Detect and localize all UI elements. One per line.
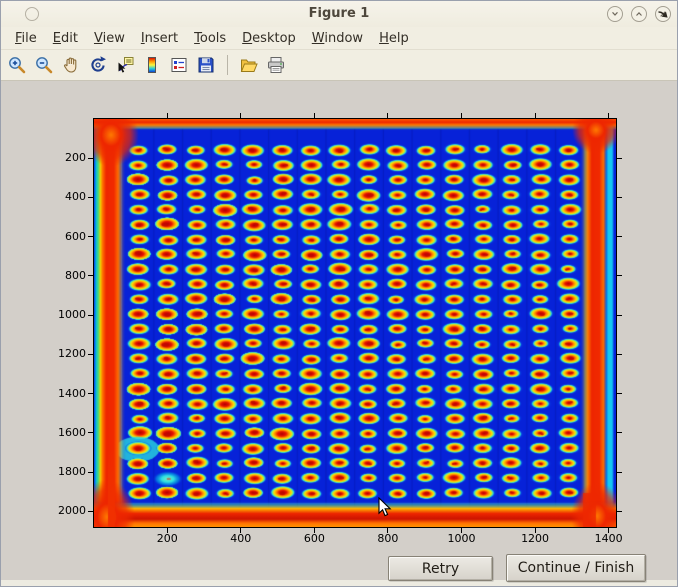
menu-item-insert[interactable]: Insert bbox=[140, 30, 179, 46]
y-tick bbox=[617, 353, 622, 355]
y-tick bbox=[88, 353, 93, 355]
minimize-button[interactable] bbox=[607, 6, 623, 22]
x-tick-label: 1000 bbox=[447, 532, 476, 545]
y-tick-label: 1000 bbox=[58, 308, 86, 322]
y-tick bbox=[88, 157, 93, 159]
x-tick bbox=[166, 113, 168, 118]
menubar: File Edit View Insert Tools Desktop Window Help bbox=[1, 27, 677, 50]
x-tick bbox=[240, 113, 242, 118]
x-tick-label: 800 bbox=[377, 532, 399, 545]
y-tick-label: 1200 bbox=[58, 347, 86, 361]
zoom-in-button[interactable] bbox=[7, 55, 27, 75]
titlebar[interactable]: Figure 1 bbox=[1, 1, 677, 27]
maximize-button[interactable] bbox=[631, 6, 647, 22]
y-tick bbox=[617, 314, 622, 316]
x-tick-label: 1400 bbox=[594, 532, 623, 545]
zoom-out-icon bbox=[36, 57, 53, 74]
toolbar-separator bbox=[227, 55, 228, 75]
pan-button[interactable] bbox=[61, 55, 81, 75]
x-tick-label: 200 bbox=[156, 532, 178, 545]
y-tick bbox=[88, 275, 93, 277]
y-tick bbox=[617, 157, 622, 159]
menu-item-help[interactable]: Help bbox=[379, 30, 409, 46]
insert-legend-icon bbox=[171, 58, 187, 72]
window-title: Figure 1 bbox=[308, 6, 370, 21]
y-tick bbox=[617, 432, 622, 434]
y-tick bbox=[617, 196, 622, 198]
save-figure-icon bbox=[198, 57, 214, 73]
retry-button[interactable]: Retry bbox=[388, 556, 493, 581]
x-tick bbox=[608, 528, 610, 533]
y-tick bbox=[88, 432, 93, 434]
y-tick bbox=[88, 510, 93, 512]
y-tick bbox=[88, 393, 93, 395]
y-tick-label: 1800 bbox=[58, 465, 86, 479]
y-tick-label: 600 bbox=[65, 229, 86, 243]
x-tick bbox=[460, 528, 462, 533]
menu-item-desktop[interactable]: Desktop bbox=[242, 30, 296, 46]
window-menu-icon[interactable] bbox=[25, 7, 39, 21]
plate-heatmap[interactable] bbox=[94, 119, 616, 527]
data-cursor-icon bbox=[118, 57, 134, 73]
rotate-3d-button[interactable] bbox=[88, 55, 108, 75]
zoom-in-icon bbox=[9, 57, 26, 74]
axes bbox=[93, 118, 617, 528]
y-tick bbox=[617, 510, 622, 512]
y-tick-label: 400 bbox=[65, 190, 86, 204]
open-file-button[interactable] bbox=[239, 55, 259, 75]
menu-item-window[interactable]: Window bbox=[311, 30, 364, 46]
y-tick bbox=[88, 314, 93, 316]
chevron-up-icon bbox=[636, 11, 642, 16]
x-tick bbox=[387, 528, 389, 533]
y-tick bbox=[617, 236, 622, 238]
x-tick bbox=[313, 528, 315, 533]
data-cursor-button[interactable] bbox=[115, 55, 135, 75]
y-tick bbox=[88, 236, 93, 238]
y-tick-label: 200 bbox=[65, 151, 86, 165]
y-tick-label: 1600 bbox=[58, 425, 86, 439]
x-tick-label: 600 bbox=[303, 532, 325, 545]
print-figure-icon bbox=[268, 57, 284, 73]
x-tick bbox=[240, 528, 242, 533]
continue-finish-button[interactable]: Continue / Finish bbox=[506, 554, 646, 582]
dock-arrow-icon[interactable] bbox=[657, 5, 669, 18]
y-tick bbox=[88, 471, 93, 473]
menu-item-file[interactable]: File bbox=[15, 30, 37, 46]
window-resize-strip[interactable] bbox=[1, 580, 677, 586]
y-tick bbox=[617, 393, 622, 395]
x-tick bbox=[166, 528, 168, 533]
y-tick-label: 1400 bbox=[58, 386, 86, 400]
menu-item-tools[interactable]: Tools bbox=[194, 30, 227, 46]
save-figure-button[interactable] bbox=[196, 55, 216, 75]
x-tick bbox=[534, 528, 536, 533]
rotate-3d-icon bbox=[91, 56, 106, 72]
x-tick-label: 400 bbox=[230, 532, 252, 545]
chevron-down-icon bbox=[612, 12, 618, 16]
y-tick bbox=[617, 275, 622, 277]
toolbar bbox=[1, 50, 677, 81]
y-tick bbox=[88, 196, 93, 198]
x-tick bbox=[534, 113, 536, 118]
y-tick-label: 800 bbox=[65, 268, 86, 282]
y-tick-label: 2000 bbox=[58, 504, 86, 518]
x-tick bbox=[387, 113, 389, 118]
insert-legend-button[interactable] bbox=[169, 55, 189, 75]
x-tick-label: 1200 bbox=[521, 532, 550, 545]
insert-colorbar-button[interactable] bbox=[142, 55, 162, 75]
menu-item-view[interactable]: View bbox=[93, 30, 125, 46]
x-tick bbox=[313, 113, 315, 118]
menu-item-edit[interactable]: Edit bbox=[52, 30, 78, 46]
x-tick bbox=[460, 113, 462, 118]
zoom-out-button[interactable] bbox=[34, 55, 54, 75]
print-figure-button[interactable] bbox=[266, 55, 286, 75]
y-tick bbox=[617, 471, 622, 473]
x-tick bbox=[608, 113, 610, 118]
insert-colorbar-icon bbox=[148, 57, 156, 73]
open-file-icon bbox=[240, 59, 258, 72]
pan-icon bbox=[63, 57, 77, 73]
